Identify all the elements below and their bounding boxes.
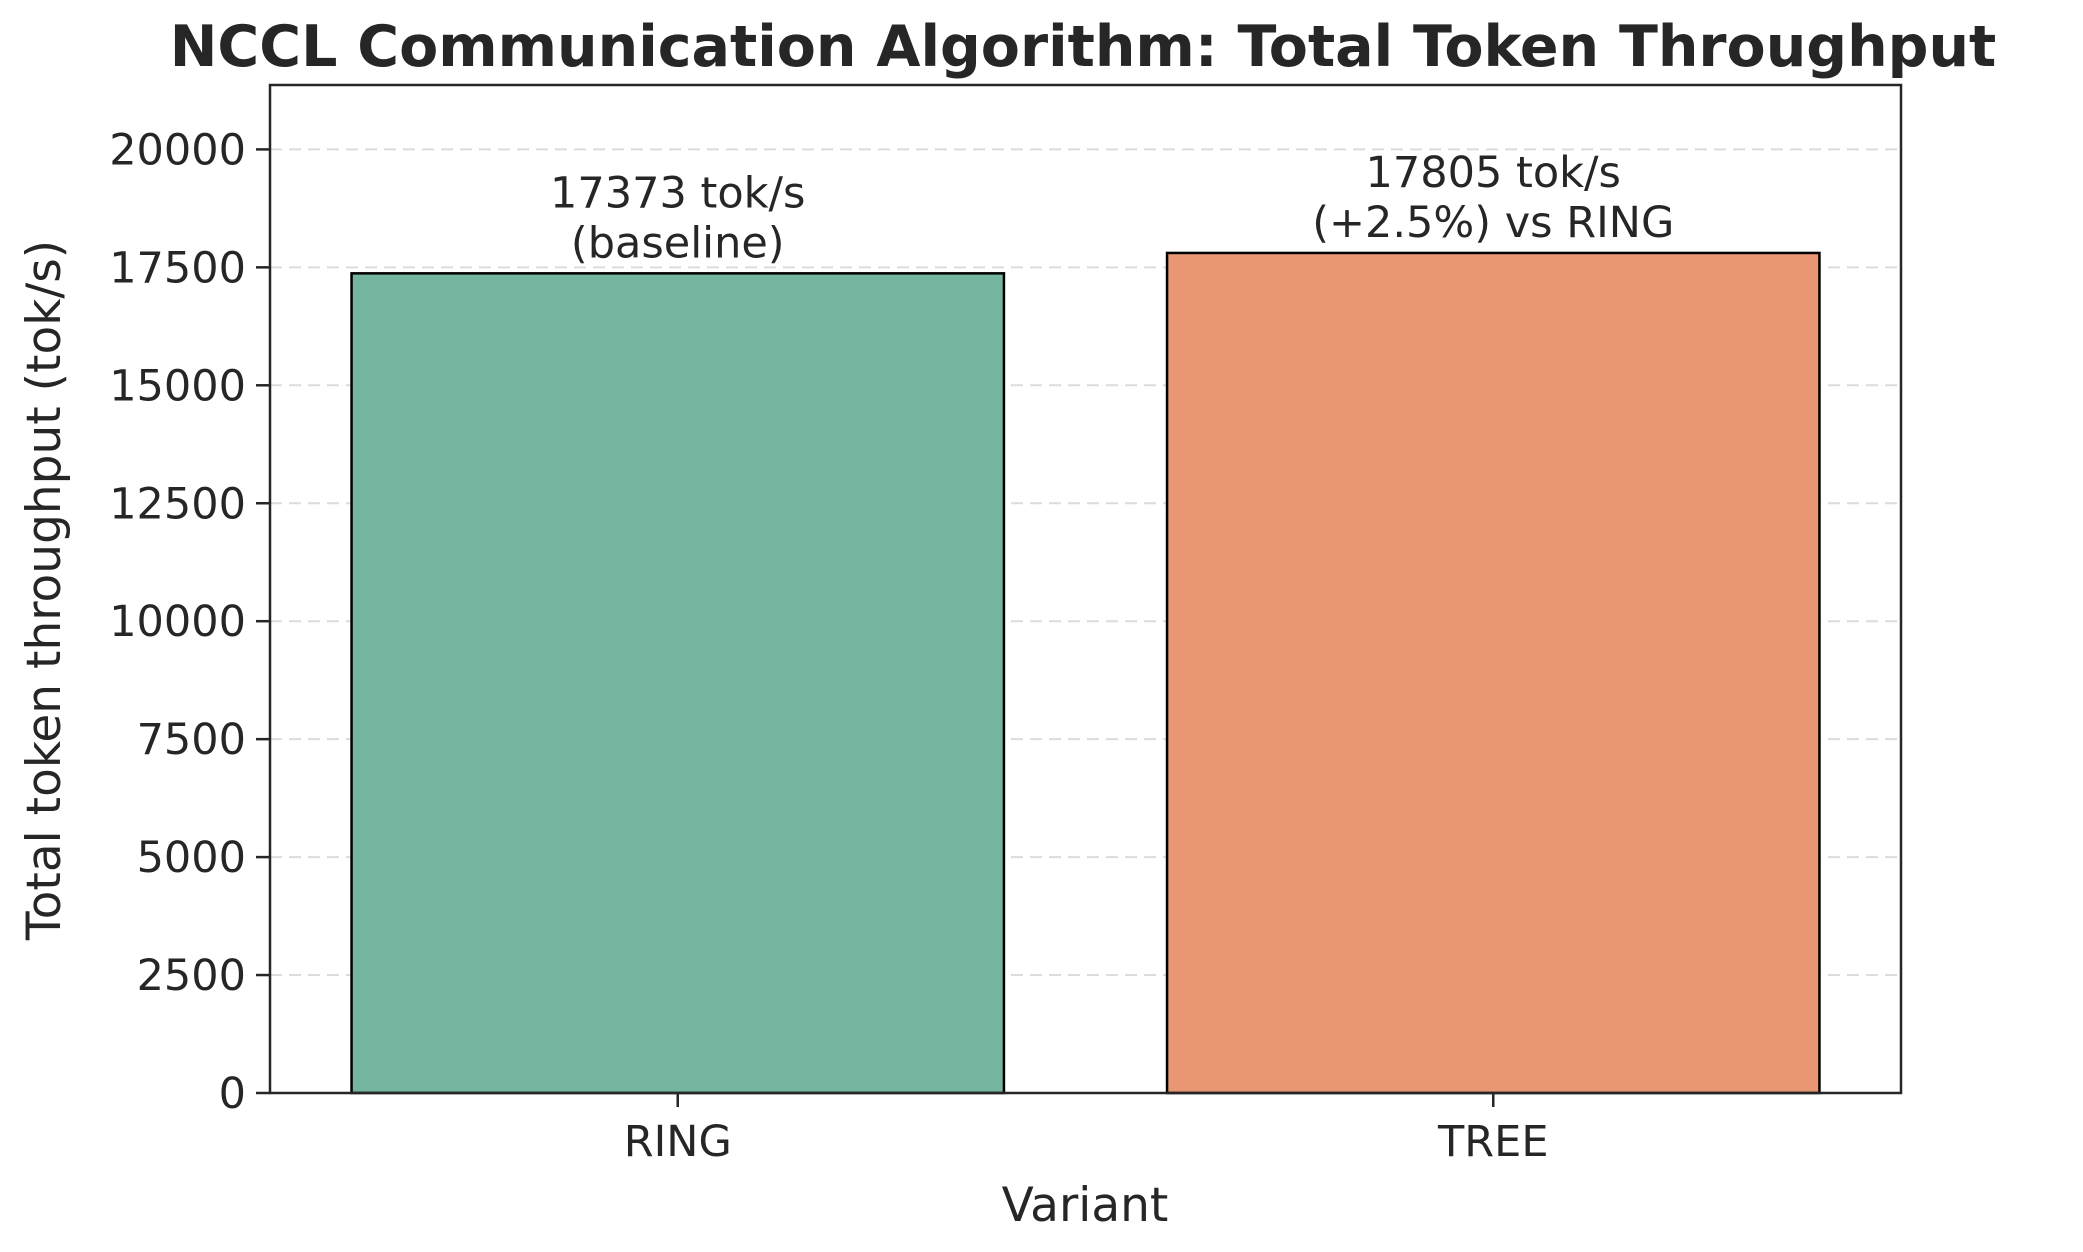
y-tick-label: 12500 bbox=[109, 479, 246, 529]
bars bbox=[352, 253, 1820, 1093]
x-tick-label: RING bbox=[624, 1117, 732, 1167]
x-axis-ticks: RING TREE bbox=[624, 1093, 1549, 1167]
y-tick-label: 20000 bbox=[109, 125, 246, 175]
y-tick-label: 15000 bbox=[109, 361, 246, 411]
bar-value-label: (baseline) bbox=[571, 218, 785, 268]
x-axis-label: Variant bbox=[1002, 1178, 1169, 1233]
y-tick-label: 7500 bbox=[137, 715, 246, 765]
y-tick-label: 5000 bbox=[137, 833, 246, 883]
bar-value-labels: 17373 tok/s(baseline) 17805 tok/s(+2.5%) … bbox=[550, 148, 1674, 268]
y-axis-ticks: 0 2500 5000 7500 10000 12500 15000 17500 20000 bbox=[109, 125, 270, 1119]
x-tick-label: TREE bbox=[1437, 1117, 1548, 1167]
y-tick-label: 17500 bbox=[109, 243, 246, 293]
bar-value-label: 17805 tok/s bbox=[1366, 148, 1621, 198]
bar-ring bbox=[352, 273, 1004, 1093]
y-axis-label: Total token throughput (tok/s) bbox=[17, 240, 72, 941]
y-tick-label: 2500 bbox=[137, 951, 246, 1001]
y-tick-label: 10000 bbox=[109, 597, 246, 647]
bar-value-label: 17373 tok/s bbox=[550, 168, 805, 218]
chart-title: NCCL Communication Algorithm: Total Toke… bbox=[170, 14, 1997, 80]
y-tick-label: 0 bbox=[219, 1069, 246, 1119]
bar-value-label: (+2.5%) vs RING bbox=[1312, 198, 1674, 248]
bar-tree bbox=[1167, 253, 1819, 1093]
